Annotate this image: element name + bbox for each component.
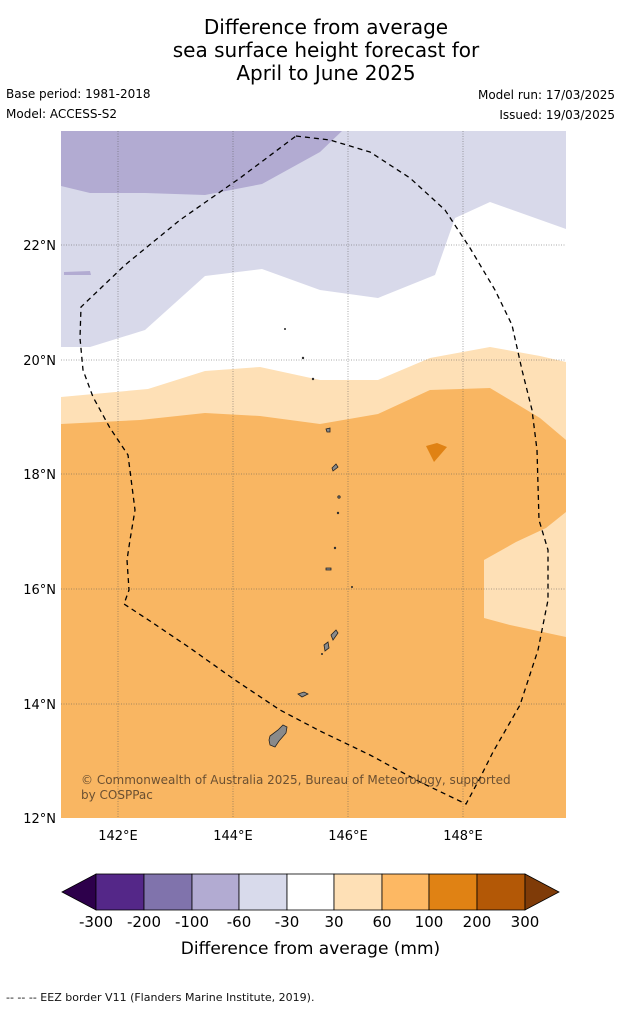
colorbar-extend-low [61, 873, 97, 911]
saipan-island [330, 629, 339, 641]
lon-label: 142°E [98, 829, 138, 844]
map-area [61, 131, 566, 818]
lon-label: 144°E [213, 829, 253, 844]
title-line-2: sea surface height forecast for [172, 38, 480, 62]
small-island [301, 356, 305, 360]
colorbar-swatch [428, 873, 478, 911]
title-line-1: Difference from average [203, 15, 449, 39]
small-island [311, 377, 315, 381]
model-name: Model: ACCESS-S2 [6, 107, 118, 121]
small-island [320, 653, 323, 656]
latitude-labels: 22°N 20°N 18°N 16°N 14°N 12°N [23, 239, 56, 827]
base-period: Base period: 1981-2018 [6, 87, 151, 101]
pagan-island [331, 463, 339, 472]
colorbar-swatch [476, 873, 526, 911]
colorbar-swatch [333, 873, 383, 911]
colorbar-tick: -200 [127, 913, 161, 931]
colorbar-tick: -60 [227, 913, 252, 931]
colorbar-swatch [238, 873, 288, 911]
colorbar-swatch [191, 873, 240, 911]
colorbar-extend-high [524, 873, 560, 911]
gridlines [61, 131, 566, 818]
band-above-100-patch [426, 443, 447, 462]
colorbar-swatch [95, 873, 145, 911]
eez-border [79, 135, 549, 805]
map-title: Difference from average sea surface heig… [0, 16, 621, 85]
lat-label: 16°N [23, 583, 56, 598]
issued-date: Issued: 19/03/2025 [499, 108, 615, 122]
copyright-notice: © Commonwealth of Australia 2025, Bureau… [81, 773, 511, 802]
lat-label: 22°N [23, 239, 56, 254]
lon-label: 148°E [443, 829, 483, 844]
anatahan-island [325, 567, 332, 571]
colorbar-tick: -30 [275, 913, 300, 931]
rota-island [297, 691, 309, 698]
model-run: Model run: 17/03/2025 [477, 88, 615, 102]
band-below-100 [61, 131, 342, 195]
tinian-island [323, 641, 330, 652]
small-island [283, 327, 286, 330]
small-island [333, 546, 337, 550]
small-island [336, 511, 340, 515]
islands [268, 327, 353, 748]
lat-label: 12°N [23, 812, 56, 827]
colorbar-tick: 60 [372, 913, 391, 931]
colorbar-swatch [143, 873, 193, 911]
lat-label: 18°N [23, 468, 56, 483]
colorbar-tick: 300 [511, 913, 540, 931]
agrihan-island [325, 427, 331, 433]
longitude-labels: 142°E 144°E 146°E 148°E [98, 829, 483, 844]
colorbar-ticks: -300 -200 -100 -60 -30 30 60 100 200 300 [79, 913, 539, 931]
colorbar [61, 873, 560, 911]
small-island [337, 495, 341, 499]
small-island [350, 586, 353, 589]
guam-island [268, 724, 288, 748]
colorbar-tick: 30 [324, 913, 343, 931]
colorbar-tick: 100 [415, 913, 444, 931]
colorbar-tick: -100 [175, 913, 209, 931]
lon-label: 146°E [328, 829, 368, 844]
colorbar-tick: 200 [463, 913, 492, 931]
band-below-100-patch [64, 271, 91, 275]
colorbar-label: Difference from average (mm) [180, 939, 441, 959]
title-line-3: April to June 2025 [236, 61, 416, 85]
colorbar-swatch [286, 873, 335, 911]
lat-label: 14°N [23, 698, 56, 713]
eez-footnote: -- -- -- EEZ border V11 (Flanders Marine… [6, 991, 315, 1004]
colorbar-swatch [381, 873, 430, 911]
lat-label: 20°N [23, 354, 56, 369]
colorbar-tick: -300 [79, 913, 113, 931]
